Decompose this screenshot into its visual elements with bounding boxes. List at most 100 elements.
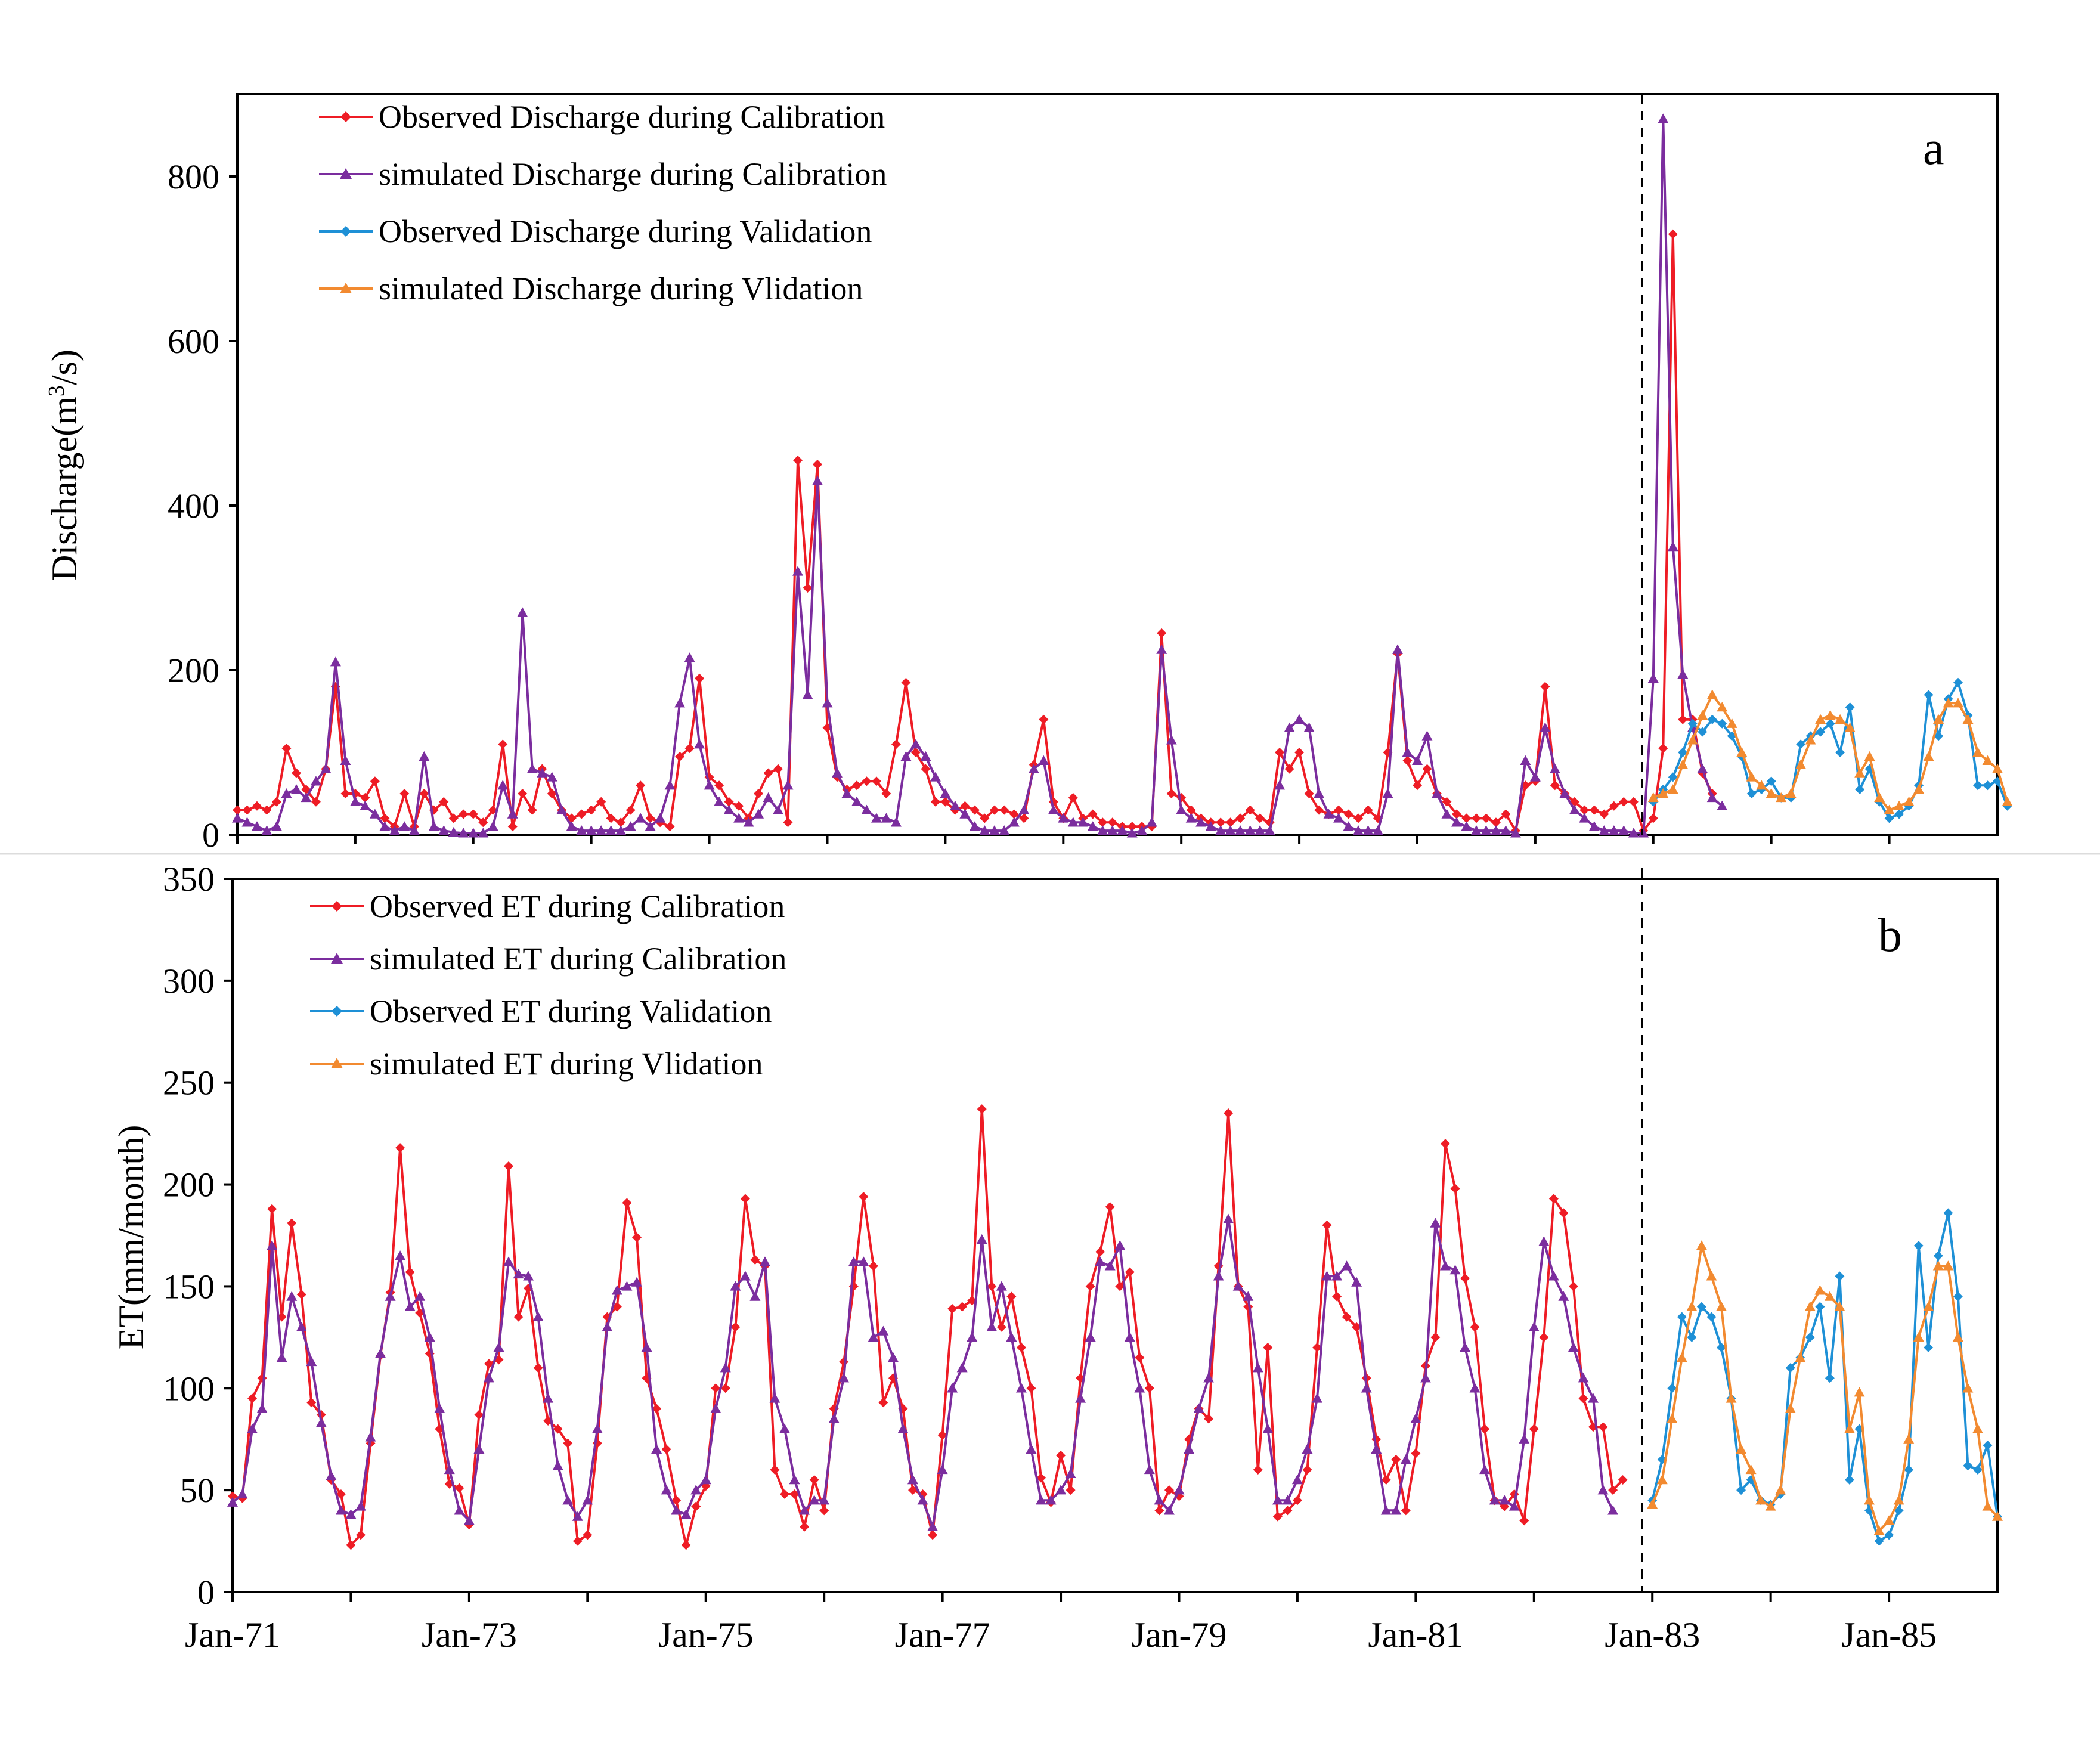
data-point (276, 1352, 287, 1362)
data-point (1126, 828, 1138, 838)
data-point (740, 1194, 750, 1204)
data-point (1028, 763, 1039, 773)
data-point (1854, 1387, 1865, 1397)
data-point (290, 784, 302, 794)
data-point (799, 1505, 810, 1515)
legend-label: Observed Discharge during Validation (379, 213, 872, 249)
data-point (306, 1356, 317, 1367)
data-point (349, 796, 361, 806)
data-point (887, 1352, 899, 1362)
x-tick-label: Jan-79 (1132, 1615, 1227, 1655)
series-line (1651, 1244, 1999, 1532)
data-point (976, 1234, 987, 1244)
data-point (1924, 690, 1934, 700)
data-point (1607, 1505, 1619, 1515)
data-point (1667, 784, 1678, 794)
data-point (1528, 1321, 1540, 1331)
data-point (1353, 825, 1364, 835)
data-point (967, 1331, 978, 1342)
data-point (1068, 792, 1078, 803)
legend-marker (340, 283, 352, 293)
data-point (881, 813, 892, 823)
data-point (1056, 1451, 1066, 1461)
data-point (340, 789, 351, 798)
data-point (1430, 1218, 1441, 1228)
data-point (661, 1444, 671, 1454)
legend-entry: Observed Discharge during Calibration (319, 99, 885, 135)
data-point (1098, 817, 1108, 828)
data-point (681, 1540, 691, 1550)
data-point (1736, 747, 1748, 757)
data-point (1009, 809, 1019, 819)
data-point (1804, 1301, 1816, 1311)
data-point (1973, 780, 1983, 791)
data-point (655, 813, 666, 823)
data-point (1962, 714, 1974, 724)
data-point (979, 825, 990, 835)
data-point (1146, 817, 1157, 827)
data-point (1598, 1422, 1608, 1432)
data-point (1894, 800, 1905, 810)
data-point (1845, 702, 1855, 713)
legend-label: simulated ET during Vlidation (370, 1046, 763, 1082)
data-point (1304, 789, 1314, 798)
data-point (1548, 1271, 1559, 1281)
data-point (1814, 1285, 1826, 1295)
data-point (1334, 805, 1344, 815)
data-point (822, 698, 833, 708)
y-tick-label-b: 250 (163, 1064, 215, 1102)
data-point (1963, 1461, 1973, 1471)
data-point (1431, 788, 1442, 798)
legend-b: Observed ET during Calibration simulated … (310, 888, 786, 1082)
data-point (819, 1506, 829, 1516)
data-point (636, 780, 646, 791)
data-point (1048, 804, 1059, 814)
data-point (405, 1267, 415, 1277)
data-point (802, 689, 813, 699)
data-point (720, 1362, 731, 1373)
data-point (369, 809, 380, 819)
data-point (652, 1404, 662, 1414)
data-point (1470, 825, 1482, 835)
data-point (1371, 1444, 1382, 1454)
data-point (1008, 817, 1020, 827)
series-b-3 (1647, 1240, 2003, 1535)
data-point (424, 1331, 435, 1342)
data-point (1696, 1302, 1706, 1312)
data-point (1913, 1241, 1924, 1251)
data-point (1402, 747, 1413, 757)
data-point (734, 801, 744, 811)
data-point (459, 809, 469, 819)
data-point (271, 821, 282, 831)
y-tick-label-b: 300 (163, 962, 215, 1001)
y-axis-ticks-b: 0 50 100 150 200 250 300 350 (163, 860, 1891, 1612)
data-point (1854, 767, 1866, 778)
data-point (930, 772, 941, 782)
data-point (1284, 722, 1295, 732)
y-axis-label-superscript: 3 (44, 385, 69, 397)
y-tick-label-a: 200 (168, 651, 219, 690)
data-point (1066, 1485, 1076, 1495)
data-point (1461, 821, 1472, 831)
data-point (871, 776, 881, 786)
data-point (675, 751, 685, 761)
legend-marker (340, 111, 351, 122)
series-line (237, 233, 1714, 832)
data-point (631, 1232, 642, 1243)
data-point (1193, 1403, 1204, 1413)
data-point (448, 813, 459, 823)
legend-marker (331, 1058, 343, 1068)
data-point (1235, 825, 1246, 835)
y-axis-label-b: ET(mm/month) (111, 1125, 151, 1350)
y-tick-label-a: 400 (168, 487, 219, 525)
data-point (1451, 809, 1461, 819)
x-tick-label: Jan-83 (1605, 1615, 1700, 1655)
data-point (1460, 1342, 1471, 1352)
data-point (780, 1489, 790, 1499)
data-point (1303, 722, 1315, 732)
legend-a: Observed Discharge during Calibration sim… (319, 99, 887, 306)
data-point (1597, 1485, 1609, 1495)
data-point (1726, 718, 1737, 728)
data-point (1529, 1424, 1539, 1434)
